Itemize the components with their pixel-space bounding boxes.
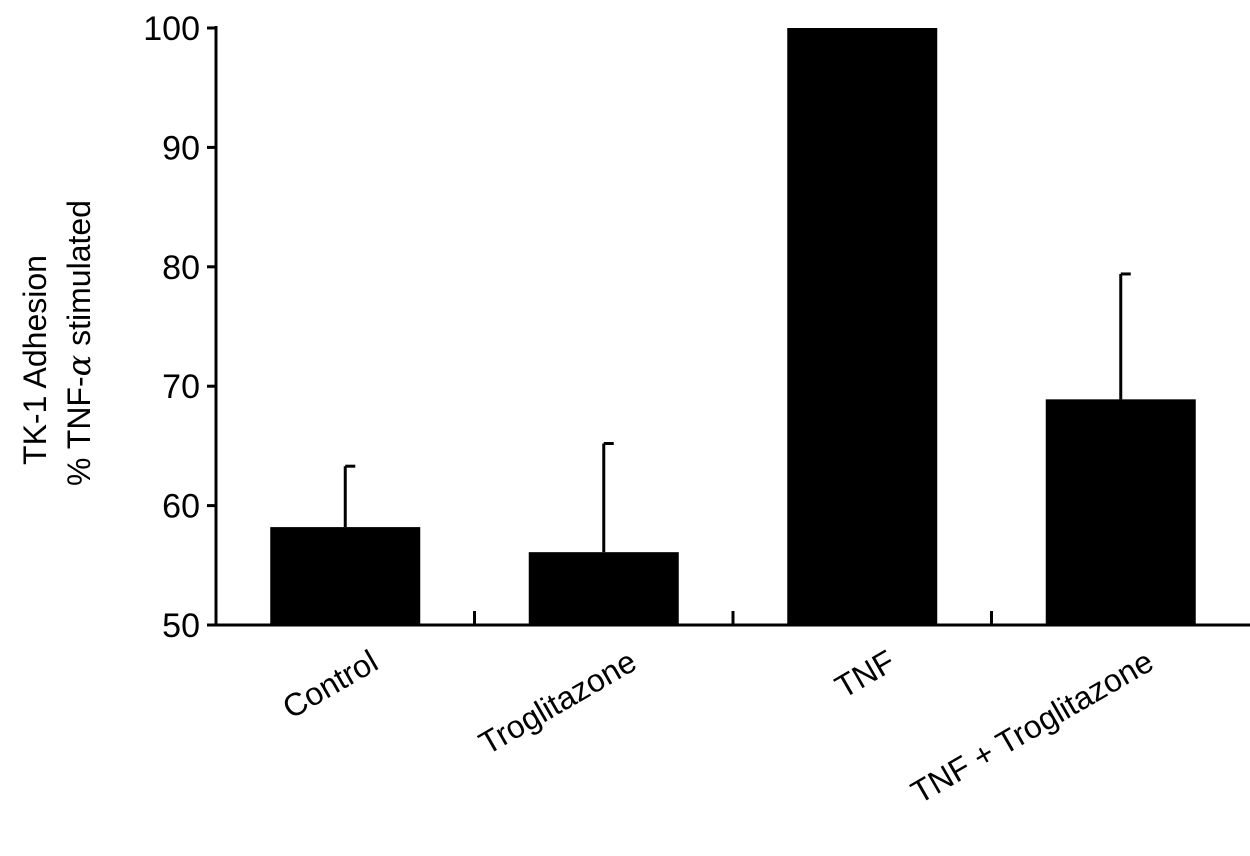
y-tick-label: 50 bbox=[162, 607, 200, 645]
x-category-label: Troglitazone bbox=[473, 643, 642, 762]
error-bars bbox=[343, 272, 1131, 553]
x-category-label: TNF + Troglitazone bbox=[905, 643, 1159, 811]
y-tick-label: 90 bbox=[162, 129, 200, 167]
bars bbox=[270, 28, 1196, 625]
bar bbox=[270, 527, 421, 625]
y-tick-label: 60 bbox=[162, 488, 200, 526]
y-axis-title-line1: TK-1 Adhesion bbox=[17, 255, 53, 465]
bar bbox=[1045, 399, 1196, 625]
x-ticks bbox=[473, 611, 993, 625]
y-tick-label: 80 bbox=[162, 249, 200, 287]
x-category-label: TNF bbox=[829, 643, 901, 705]
y-axis-title-prefix: % TNF- bbox=[61, 376, 97, 486]
x-category-label: Control bbox=[276, 643, 383, 726]
bar bbox=[787, 28, 938, 625]
y-axis-title: TK-1 Adhesion % TNF-α stimulated bbox=[17, 200, 98, 486]
x-labels: Control Troglitazone TNF TNF + Troglitazone bbox=[276, 643, 1159, 811]
y-tick-label: 70 bbox=[162, 368, 200, 406]
alpha-symbol: α bbox=[60, 355, 98, 377]
bar bbox=[528, 552, 679, 625]
y-axis-title-suffix: stimulated bbox=[61, 200, 97, 355]
y-tick-label: 100 bbox=[143, 10, 200, 48]
y-axis-title-line2: % TNF-α stimulated bbox=[60, 200, 98, 486]
y-ticks: 50 60 70 80 90 100 bbox=[143, 10, 216, 645]
